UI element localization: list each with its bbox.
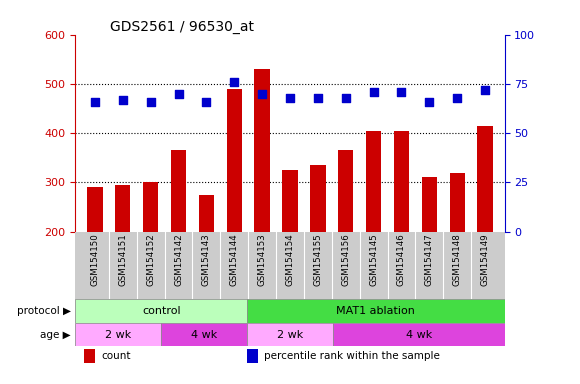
Bar [87, 187, 103, 232]
Text: GSM154148: GSM154148 [453, 234, 462, 286]
Bar [247, 323, 333, 346]
Bar [75, 300, 247, 323]
Bar [171, 151, 186, 232]
Point [341, 94, 350, 101]
Text: GSM154151: GSM154151 [118, 234, 127, 286]
Bar [310, 165, 325, 232]
Text: GSM154147: GSM154147 [425, 234, 434, 286]
Text: MAT1 ablation: MAT1 ablation [336, 306, 415, 316]
Bar [255, 69, 270, 232]
Bar [227, 89, 242, 232]
Text: GSM154146: GSM154146 [397, 234, 406, 286]
Point [397, 89, 406, 95]
Bar [422, 177, 437, 232]
Point [174, 91, 183, 97]
Bar [333, 323, 505, 346]
Text: GSM154144: GSM154144 [230, 234, 239, 286]
Text: count: count [101, 351, 130, 361]
Point [285, 94, 295, 101]
Text: 2 wk: 2 wk [277, 329, 303, 339]
Bar [338, 151, 353, 232]
Text: percentile rank within the sample: percentile rank within the sample [264, 351, 440, 361]
Text: GSM154142: GSM154142 [174, 234, 183, 286]
Text: GSM154150: GSM154150 [90, 234, 99, 286]
Bar [161, 323, 247, 346]
Point [425, 99, 434, 105]
Point [258, 91, 267, 97]
Bar [247, 349, 258, 362]
Point [202, 99, 211, 105]
Point [146, 99, 155, 105]
Text: protocol ▶: protocol ▶ [17, 306, 71, 316]
Bar [366, 131, 381, 232]
Point [313, 94, 322, 101]
Text: control: control [142, 306, 180, 316]
Text: GSM154155: GSM154155 [313, 234, 322, 286]
Text: GSM154152: GSM154152 [146, 234, 155, 286]
Bar [282, 170, 298, 232]
Text: 2 wk: 2 wk [105, 329, 132, 339]
Bar [450, 172, 465, 232]
Text: 4 wk: 4 wk [191, 329, 218, 339]
Point [230, 79, 239, 85]
Point [480, 87, 490, 93]
Point [90, 99, 100, 105]
Text: GSM154143: GSM154143 [202, 234, 211, 286]
Bar [394, 131, 409, 232]
Text: GSM154156: GSM154156 [341, 234, 350, 286]
Text: GSM154149: GSM154149 [481, 234, 490, 286]
Bar [75, 323, 161, 346]
Text: GSM154154: GSM154154 [285, 234, 295, 286]
Text: GSM154145: GSM154145 [369, 234, 378, 286]
Text: GSM154153: GSM154153 [258, 234, 267, 286]
Bar [115, 185, 130, 232]
Text: GDS2561 / 96530_at: GDS2561 / 96530_at [110, 20, 253, 33]
Point [118, 96, 128, 103]
Point [369, 89, 378, 95]
Text: age ▶: age ▶ [41, 329, 71, 339]
Bar [477, 126, 493, 232]
Bar [247, 300, 505, 323]
Point [452, 94, 462, 101]
Bar [199, 195, 214, 232]
Bar [143, 182, 158, 232]
Text: 4 wk: 4 wk [405, 329, 432, 339]
Bar [84, 349, 95, 362]
